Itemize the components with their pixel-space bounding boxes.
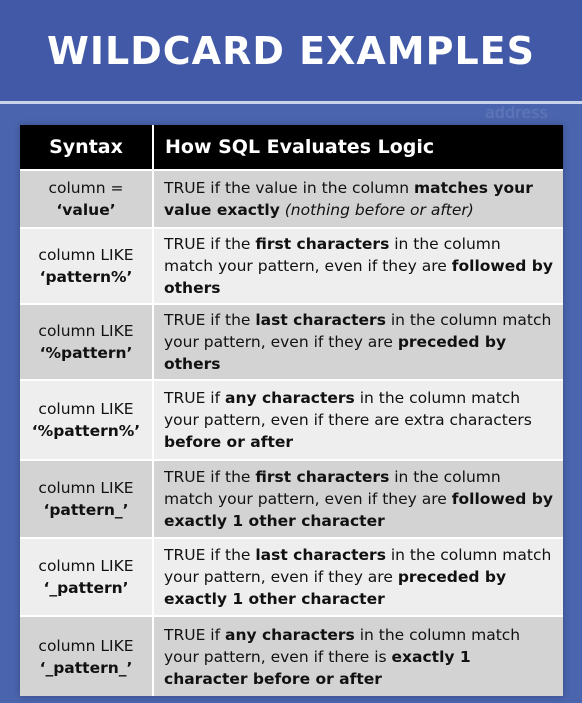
syntax-pattern: ‘_pattern_’ <box>39 658 133 677</box>
syntax-operator: column LIKE <box>38 557 134 575</box>
syntax-operator: column LIKE <box>38 322 134 340</box>
logic-cell: TRUE if the first characters in the colu… <box>153 459 563 538</box>
logic-text: TRUE if the <box>164 311 256 329</box>
syntax-pattern: ‘%pattern’ <box>39 344 133 362</box>
logic-emphasis: last characters <box>255 311 386 329</box>
logic-emphasis: preceded by exactly 1 other character <box>164 568 507 608</box>
logic-text: TRUE if <box>164 389 225 407</box>
syntax-cell: column LIKE ‘%pattern%’ <box>20 379 154 460</box>
logic-emphasis: exactly 1 character before or after <box>164 647 471 688</box>
logic-text: TRUE if <box>164 625 225 644</box>
logic-text: TRUE if the <box>164 468 256 486</box>
logic-note: (nothing before or after) <box>284 201 474 219</box>
syntax-pattern: ‘pattern_’ <box>43 501 129 519</box>
logic-emphasis: any characters <box>225 625 355 644</box>
header-logic: How SQL Evaluates Logic <box>153 125 563 170</box>
syntax-cell: column LIKE ‘_pattern’ <box>20 537 154 616</box>
syntax-pattern: ‘_pattern’ <box>43 579 129 597</box>
syntax-pattern: ‘pattern%’ <box>39 268 133 286</box>
table-row: column LIKE ‘_pattern_’ TRUE if any charac… <box>20 615 563 696</box>
table-row: column LIKE ‘pattern%’ TRUE if the first c… <box>20 227 563 304</box>
table-row: column LIKE ‘_pattern’ TRUE if the last ch… <box>20 537 563 616</box>
logic-text: in the column match your pattern, even i… <box>164 389 532 429</box>
syntax-operator: column LIKE <box>38 400 134 418</box>
logic-text: in the column match your pattern, even i… <box>164 235 501 275</box>
syntax-cell: column LIKE ‘_pattern_’ <box>20 615 154 696</box>
syntax-pattern: ‘value’ <box>56 201 116 219</box>
table-body: column = ‘value’ TRUE if the value in the … <box>20 169 563 696</box>
syntax-operator: column LIKE <box>38 636 134 655</box>
logic-emphasis: first characters <box>255 468 390 486</box>
table-row: column LIKE ‘pattern_’ TRUE if the first c… <box>20 459 563 538</box>
logic-cell: TRUE if the last characters in the colum… <box>153 537 563 616</box>
logic-emphasis: followed by exactly 1 other character <box>164 490 553 530</box>
header-syntax: Syntax <box>20 125 154 170</box>
logic-text: TRUE if the value in the column <box>164 179 415 197</box>
table-row: column = ‘value’ TRUE if the value in the … <box>20 169 563 228</box>
logic-emphasis: followed by others <box>164 257 553 297</box>
wildcard-table: Syntax How SQL Evaluates Logic column = ‘… <box>20 125 563 696</box>
logic-cell: TRUE if any characters in the column mat… <box>153 615 563 696</box>
syntax-cell: column = ‘value’ <box>20 169 154 228</box>
syntax-operator: column = <box>48 179 124 197</box>
syntax-operator: column LIKE <box>38 246 134 264</box>
logic-cell: TRUE if the last characters in the colum… <box>153 303 563 380</box>
logic-emphasis: matches your value exactly <box>164 179 533 219</box>
syntax-cell: column LIKE ‘%pattern’ <box>20 303 154 380</box>
table-row: column LIKE ‘%pattern%’ TRUE if any charac… <box>20 379 563 460</box>
logic-cell: TRUE if the first characters in the colu… <box>153 227 563 304</box>
logic-text: TRUE if the <box>164 235 256 253</box>
logic-text: TRUE if the <box>164 546 256 564</box>
syntax-cell: column LIKE ‘pattern%’ <box>20 227 154 304</box>
syntax-cell: column LIKE ‘pattern_’ <box>20 459 154 538</box>
logic-cell: TRUE if any characters in the column mat… <box>153 379 563 460</box>
table-row: column LIKE ‘%pattern’ TRUE if the last ch… <box>20 303 563 380</box>
ghost-table-label: address <box>485 103 548 122</box>
syntax-operator: column LIKE <box>38 479 134 497</box>
logic-emphasis: any characters <box>225 389 355 407</box>
logic-text: in the column match your pattern, even i… <box>164 625 521 666</box>
logic-text: in the column match your pattern, even i… <box>164 546 552 586</box>
logic-emphasis: first characters <box>255 235 390 253</box>
table-header-row: Syntax How SQL Evaluates Logic <box>20 125 563 170</box>
logic-emphasis: preceded by others <box>164 333 507 373</box>
title-bar: WILDCARD EXAMPLES <box>0 0 582 104</box>
logic-text: in the column match your pattern, even i… <box>164 468 501 508</box>
logic-emphasis: last characters <box>255 546 386 564</box>
logic-cell: TRUE if the value in the column matches … <box>153 169 563 228</box>
syntax-pattern: ‘%pattern%’ <box>31 422 141 440</box>
logic-text: in the column match your pattern, even i… <box>164 311 552 351</box>
logic-emphasis: before or after <box>164 433 294 451</box>
slide-title: WILDCARD EXAMPLES <box>46 28 535 73</box>
